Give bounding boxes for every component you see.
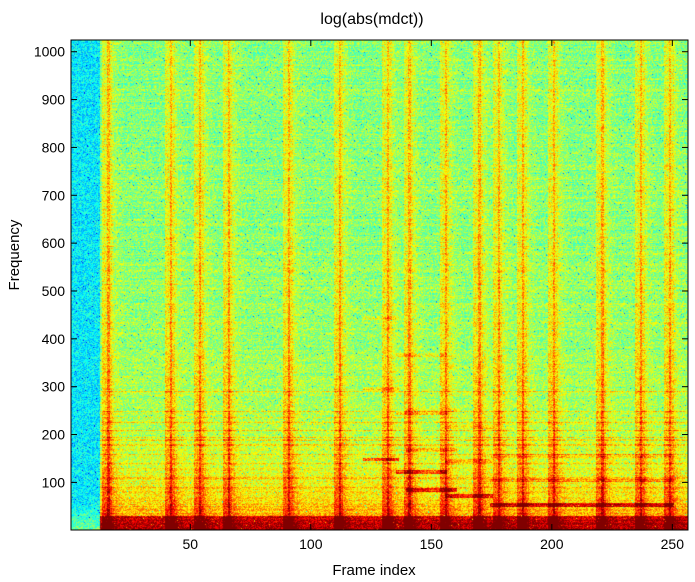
plot-frame <box>70 39 689 531</box>
y-axis-label: Frequency <box>6 219 23 290</box>
y-tick-label: 900 <box>42 92 66 108</box>
heatmap-image <box>71 40 688 530</box>
x-tick-label: 100 <box>299 536 323 552</box>
plot-area <box>71 40 688 530</box>
y-tick-label: 1000 <box>34 44 65 60</box>
y-tick-label: 700 <box>42 187 66 203</box>
y-tick-label: 300 <box>42 379 66 395</box>
x-tick-label: 250 <box>661 536 685 552</box>
chart-title: log(abs(mdct)) <box>320 11 423 28</box>
x-axis-label: Frame index <box>332 562 416 579</box>
y-tick-label: 600 <box>42 235 66 251</box>
y-tick-label: 800 <box>42 139 66 155</box>
x-tick-label: 150 <box>420 536 444 552</box>
y-axis-ticks: 100 200 300 400 500 600 700 800 900 1000 <box>34 44 688 490</box>
y-tick-label: 400 <box>42 331 66 347</box>
x-tick-label: 200 <box>540 536 564 552</box>
y-tick-label: 200 <box>42 427 66 443</box>
y-tick-label: 500 <box>42 283 66 299</box>
x-tick-label: 50 <box>183 536 199 552</box>
x-axis-ticks: 50 100 150 200 250 <box>183 40 685 552</box>
y-tick-label: 100 <box>42 474 66 490</box>
